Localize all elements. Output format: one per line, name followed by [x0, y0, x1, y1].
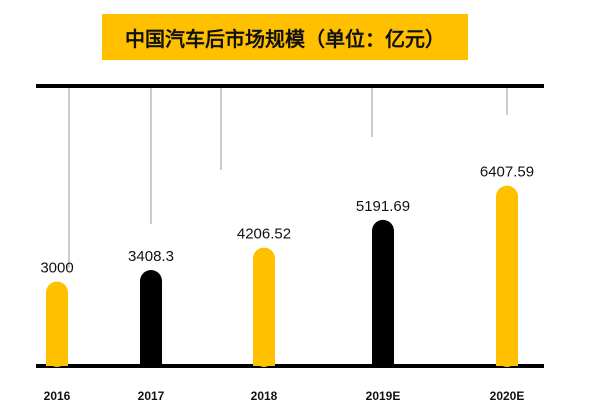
category-label-2019E: 2019E	[366, 389, 401, 403]
bar-base-2019E	[372, 355, 394, 366]
category-label-2016: 2016	[44, 389, 71, 403]
bar-2016	[46, 281, 68, 367]
value-label-2016: 3000	[40, 260, 73, 277]
bar-base-2020E	[496, 355, 518, 366]
value-label-2019E: 5191.69	[356, 198, 410, 215]
category-label-2017: 2017	[138, 389, 165, 403]
chart-title: 中国汽车后市场规模（单位：亿元）	[125, 26, 445, 51]
bar-base-2018	[253, 355, 275, 366]
value-label-2017: 3408.3	[128, 248, 174, 265]
bar-2019E	[372, 219, 394, 367]
value-label-2020E: 6407.59	[480, 164, 534, 181]
bar-2020E	[496, 185, 518, 367]
bar-2017	[140, 270, 162, 367]
chart-title-box: 中国汽车后市场规模（单位：亿元）	[102, 14, 468, 60]
bar-2018	[253, 247, 275, 367]
value-label-2018: 4206.52	[237, 226, 291, 243]
category-label-2018: 2018	[251, 389, 278, 403]
category-label-2020E: 2020E	[490, 389, 525, 403]
bar-base-2016	[46, 355, 68, 366]
bar-base-2017	[140, 355, 162, 366]
